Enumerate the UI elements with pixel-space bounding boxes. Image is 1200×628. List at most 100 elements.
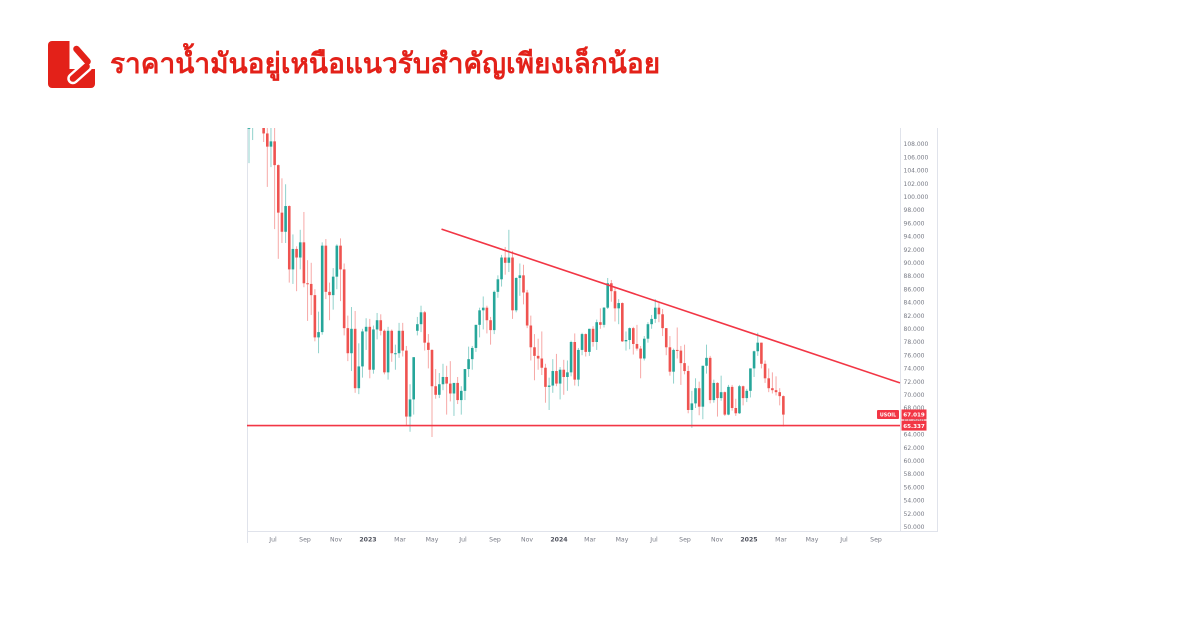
candle-body-down: [266, 133, 269, 147]
candle-body-up: [602, 307, 606, 325]
month-tick-label: May: [806, 537, 819, 544]
candle-body-down: [383, 330, 386, 373]
candle-body-down: [668, 347, 672, 372]
candle-body-down: [679, 350, 683, 364]
candle-body-down: [716, 382, 719, 399]
axis-frame: [247, 128, 938, 543]
candle-body-down: [262, 60, 265, 134]
candle-body-up: [496, 279, 500, 292]
candle-body-down: [591, 328, 595, 342]
month-tick-label: Sep: [299, 537, 311, 544]
candle-body-down: [273, 141, 276, 166]
candle-body-up: [606, 283, 609, 308]
month-tick-label: Jul: [268, 537, 277, 544]
candle-body-down: [379, 320, 383, 331]
candle-body-up: [474, 324, 478, 348]
candle-body-up: [617, 303, 620, 309]
time-scale[interactable]: Jul Sep Nov 2023 Mar May Jul Sep Nov 2024 Mar May Ju…: [268, 537, 882, 544]
candle-body-down: [280, 212, 284, 232]
candle-body-down: [734, 408, 738, 414]
price-tick-label: 72.000: [904, 379, 925, 386]
candle-body-up: [291, 248, 295, 270]
price-tick-label: 78.000: [904, 339, 925, 346]
candle-body-up: [298, 242, 302, 258]
candle-body-up: [577, 349, 580, 380]
candle-body-down: [522, 275, 525, 293]
candle-body-down: [405, 350, 408, 417]
candle-body-up: [452, 382, 456, 394]
candle-body-up: [738, 386, 741, 414]
candle-body-down: [763, 363, 767, 379]
candle-body-up: [624, 340, 628, 342]
candle-body-down: [276, 165, 280, 213]
article-header: ราคาน้ำมันอยู่เหนือแนวรับสำคัญเพียงเล็กน…: [48, 38, 660, 90]
month-tick-label: Jul: [649, 537, 658, 544]
candle-body-down: [767, 378, 771, 389]
candle-body-up: [419, 312, 423, 325]
candle-body-up: [470, 347, 474, 360]
candle-body-up: [364, 326, 368, 332]
candle-body-up: [416, 324, 419, 331]
candle-body-up: [500, 257, 503, 280]
candle-body-down: [306, 283, 309, 285]
candle-body-up: [547, 385, 551, 387]
candle-body-down: [573, 342, 577, 380]
candle-body-down: [664, 328, 668, 348]
candle-body-down: [302, 242, 306, 284]
price-tick-label: 74.000: [904, 366, 925, 373]
price-tick-label: 96.000: [904, 220, 925, 227]
candle-body-down: [782, 396, 785, 415]
candle-body-down: [683, 363, 686, 372]
candle-body-down: [313, 295, 317, 338]
candle-body-up: [719, 392, 723, 399]
candle-body-up: [690, 403, 694, 410]
candle-body-up: [628, 328, 631, 341]
candle-body-down: [661, 314, 664, 329]
candle-body-up: [361, 331, 364, 367]
candle-body-down: [621, 303, 624, 342]
candle-body-down: [489, 320, 492, 331]
candle-body-down: [427, 342, 430, 350]
price-scale[interactable]: 108.000 106.000 104.000 102.000 100.000 98.00…: [904, 141, 929, 531]
candle-body-down: [342, 269, 346, 329]
candle-body-up: [646, 324, 650, 339]
price-tick-label: 76.000: [904, 352, 925, 359]
candle-body-down: [741, 386, 745, 399]
candle-body-down: [353, 328, 357, 389]
candle-body-down: [540, 358, 544, 368]
candle-body-up: [745, 390, 749, 399]
price-tick-label: 88.000: [904, 273, 925, 280]
candle-body-down: [613, 291, 617, 309]
month-tick-label: Nov: [330, 537, 342, 544]
month-tick-label: May: [426, 537, 439, 544]
month-tick-label: Sep: [679, 537, 691, 544]
candle-body-down: [423, 312, 426, 343]
candle-body-down: [503, 257, 507, 263]
resistance-trendline[interactable]: [441, 228, 901, 384]
candle-body-up: [712, 382, 716, 401]
candle-body-up: [650, 318, 653, 325]
year-tick-label: 2023: [359, 537, 376, 544]
candle-body-down: [544, 367, 547, 387]
candle-body-up: [481, 307, 485, 311]
price-tick-label: 94.000: [904, 234, 925, 241]
price-tick-label: 54.000: [904, 498, 925, 505]
price-tick-label: 106.000: [904, 154, 929, 161]
candle-body-up: [478, 310, 481, 325]
support-price-label: 65.337: [901, 420, 927, 431]
candle-body-down: [368, 326, 372, 370]
candlestick-chart-canvas[interactable]: 108.000 106.000 104.000 102.000 100.000 98.00…: [247, 43, 942, 548]
candle-body-up: [335, 245, 339, 277]
candle-body-down: [533, 347, 536, 356]
candle-body-down: [632, 328, 635, 344]
candle-body-up: [558, 369, 562, 384]
candle-body-down: [324, 245, 328, 292]
price-tick-label: 70.000: [904, 392, 925, 399]
last-price-label: USOIL 67.019: [877, 409, 927, 420]
support-price-badge: [901, 420, 927, 431]
price-chart[interactable]: 108.000 106.000 104.000 102.000 100.000 98.00…: [247, 43, 942, 548]
last-price-badge: [901, 409, 927, 420]
candle-body-down: [708, 357, 712, 401]
candle-body-up: [375, 320, 379, 330]
year-tick-label: 2025: [740, 537, 757, 544]
